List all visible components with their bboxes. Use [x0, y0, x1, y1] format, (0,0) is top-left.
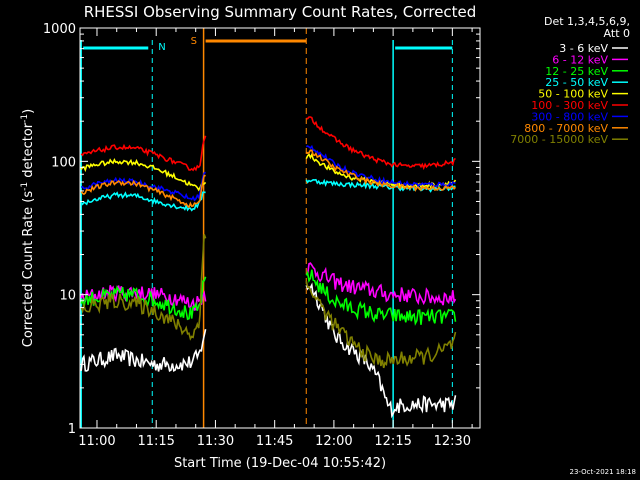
x-axis-label: Start Time (19-Dec-04 10:55:42) — [174, 456, 386, 471]
legend-entry-label: 300 - 800 keV — [531, 110, 608, 123]
y-tick-label: 10 — [59, 289, 76, 304]
x-tick-label: 12:15 — [374, 434, 411, 449]
night-label: N — [158, 42, 165, 53]
legend-header-line2: Att 0 — [604, 27, 630, 40]
series-line-25-50-kev-pre — [80, 191, 206, 212]
series-line-3-6-kev-post — [305, 282, 457, 419]
timestamp: 23-Oct-2021 18:18 — [570, 468, 636, 476]
y-axis-label: Corrected Count Rate (s-1 detector-1) — [20, 109, 36, 347]
chart-title: RHESSI Observing Summary Count Rates, Co… — [84, 3, 477, 21]
legend-entry-label: 100 - 300 keV — [531, 99, 608, 112]
series-line-3-6-kev-pre — [80, 329, 207, 373]
series-line-100-300-kev-pre — [80, 135, 207, 172]
legend-entry-label: 12 - 25 keV — [545, 65, 608, 78]
series-line-7000-15000-kev-post — [305, 280, 457, 369]
y-tick-label: 100 — [51, 155, 76, 170]
legend-entry-label: 50 - 100 keV — [538, 88, 608, 101]
series-line-100-300-kev-post — [306, 116, 456, 171]
legend-header-line1: Det 1,3,4,5,6,9, — [544, 15, 630, 28]
legend-entry-label: 25 - 50 keV — [545, 76, 608, 89]
series-line-6-12-kev-pre — [80, 285, 207, 311]
series-line-6-12-kev-post — [305, 262, 457, 306]
y-axis-label-mid: detector — [21, 122, 36, 182]
y-axis-label-sup1: -1 — [20, 182, 30, 191]
series-line-800-7000-kev-pre — [80, 174, 206, 209]
plot-frame — [79, 27, 481, 429]
x-tick-label: 12:00 — [315, 434, 352, 449]
legend-entry-label: 6 - 12 keV — [552, 53, 608, 66]
y-axis-label-main: Corrected Count Rate (s — [21, 191, 36, 348]
saa-label: S — [191, 36, 197, 47]
axis-layer: 1 10 100 1000 11:00 11:15 11:30 11:45 12:00 12:15… — [43, 22, 481, 449]
series-layer — [80, 116, 457, 419]
y-tick-label: 1000 — [43, 22, 76, 37]
series-line-800-7000-kev-post — [305, 149, 457, 193]
series-line-300-800-kev-post — [305, 144, 456, 188]
x-tick-label: 11:15 — [137, 434, 174, 449]
legend-entry-label: 800 - 7000 keV — [524, 122, 608, 135]
x-tick-label: 11:00 — [78, 434, 115, 449]
series-line-12-25-kev-post — [305, 269, 457, 326]
y-axis-label-end: ) — [21, 109, 36, 114]
legend-entry-label: 7000 - 15000 keV — [510, 133, 608, 146]
x-tick-label: 12:30 — [434, 434, 471, 449]
x-tick-label: 11:45 — [256, 434, 293, 449]
series-line-7000-15000-kev-pre — [80, 234, 207, 341]
series-line-50-100-kev-pre — [80, 157, 207, 192]
legend-entry-label: 3 - 6 keV — [559, 42, 608, 55]
y-tick-label: 1 — [68, 422, 76, 437]
y-axis-label-sup2: -1 — [20, 114, 30, 123]
x-tick-label: 11:30 — [197, 434, 234, 449]
